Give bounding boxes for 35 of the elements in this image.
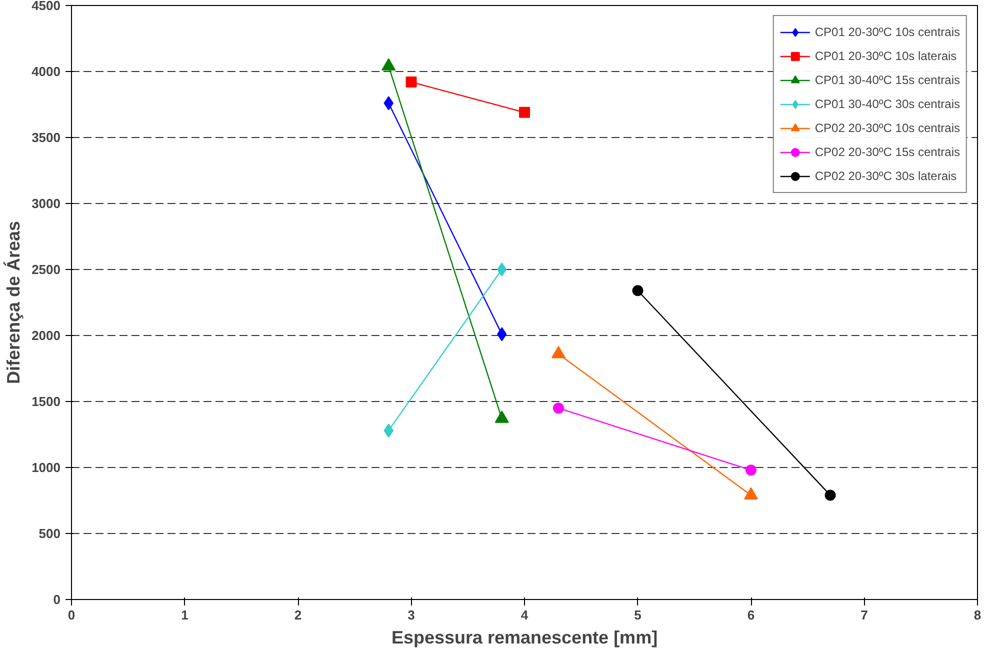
x-tick-label: 5 [634,608,642,622]
y-tick-label: 4500 [32,0,60,13]
x-tick-label: 6 [747,608,755,622]
point [406,76,417,88]
x-tick-label: 3 [408,608,415,622]
legend-label: CP02 20-30ºC 10s centrais [814,121,960,135]
x-tick-label: 4 [520,608,529,622]
point [497,262,507,276]
legend-label: CP01 30-40ºC 15s centrais [814,73,960,87]
y-tick-label: 1000 [32,460,60,475]
x-tick-label: 7 [860,608,868,622]
point [519,106,530,118]
legend-label: CP02 20-30ºC 15s centrais [814,145,960,159]
y-tick-label: 2000 [32,328,60,343]
legend-label: CP01 30-40ºC 30s centrais [814,97,960,111]
y-tick-label: 3500 [32,130,60,145]
y-tick-label: 2500 [32,262,60,277]
x-tick-label: 2 [294,608,302,622]
y-tick-label: 4000 [32,64,60,79]
x-axis-title: Espessura remanescente [mm] [391,628,658,648]
point [552,402,564,414]
point [824,490,836,501]
y-tick-label: 500 [38,526,61,541]
x-tick-label: 1 [181,608,188,622]
point [632,285,644,296]
x-tick-label: 0 [68,608,76,622]
y-axis-title: Diferença de Áreas [4,220,24,384]
y-tick-label: 3000 [32,196,60,211]
legend-label: CP01 20-30ºC 10s laterais [814,49,957,63]
legend-label: CP02 20-30ºC 30s laterais [814,169,957,183]
legend-label: CP01 20-30ºC 10s centrais [814,25,960,39]
y-tick-label: 0 [53,592,61,607]
point [746,464,756,476]
x-tick-label: 8 [974,608,982,622]
y-tick-label: 1500 [32,394,60,409]
